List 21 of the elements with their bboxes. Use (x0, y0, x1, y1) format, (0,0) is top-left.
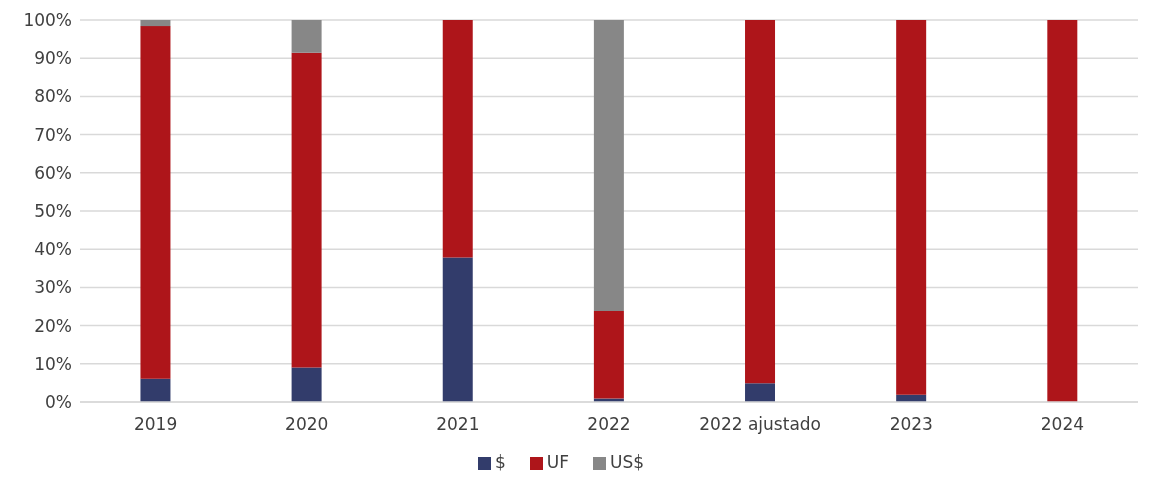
y-tick-label: 20% (34, 315, 72, 336)
x-tick-label: 2022 ajustado (699, 414, 821, 435)
legend-label: $ (494, 452, 506, 472)
y-tick-label: 100% (23, 10, 72, 31)
y-tick-label: 90% (34, 48, 72, 69)
y-tick-label: 30% (34, 277, 72, 298)
y-tick-label: 40% (34, 239, 72, 260)
y-tick-label: 10% (34, 353, 72, 374)
x-tick-label: 2022 (587, 414, 631, 435)
y-tick-label: 60% (34, 162, 72, 183)
y-tick-label: 0% (45, 392, 72, 413)
legend-label: US$ (610, 452, 645, 472)
x-tick-label: 2020 (285, 414, 329, 435)
y-tick-label: 70% (34, 124, 72, 145)
x-tick-label: 2019 (133, 414, 178, 435)
x-tick-label: 2021 (436, 414, 480, 435)
legend-label: UF (546, 452, 569, 472)
y-tick-label: 80% (34, 86, 72, 107)
y-tick-label: 50% (34, 201, 72, 222)
x-tick-label: 2023 (889, 414, 933, 435)
x-tick-label: 2024 (1040, 414, 1085, 435)
